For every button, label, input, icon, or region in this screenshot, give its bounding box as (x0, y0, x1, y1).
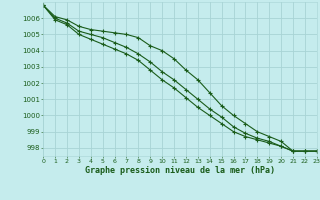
X-axis label: Graphe pression niveau de la mer (hPa): Graphe pression niveau de la mer (hPa) (85, 166, 275, 175)
